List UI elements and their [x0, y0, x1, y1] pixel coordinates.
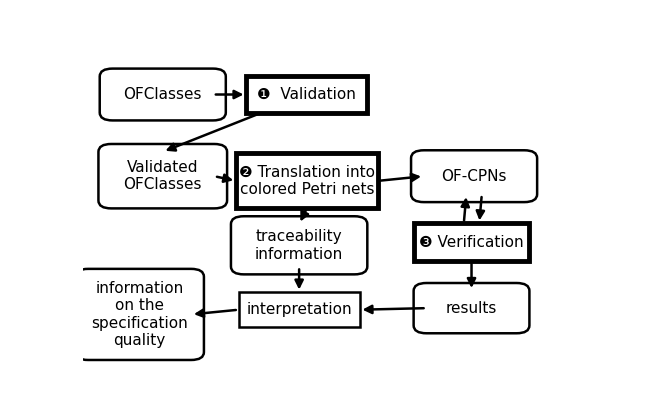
FancyBboxPatch shape [75, 269, 204, 360]
Text: information
on the
specification
quality: information on the specification quality [91, 281, 188, 348]
FancyBboxPatch shape [414, 283, 529, 333]
Bar [236, 153, 378, 208]
Text: OFClasses: OFClasses [124, 87, 202, 102]
FancyBboxPatch shape [411, 150, 537, 202]
Text: Validated
OFClasses: Validated OFClasses [124, 160, 202, 193]
Text: ❸ Verification: ❸ Verification [419, 235, 524, 250]
FancyBboxPatch shape [231, 216, 367, 274]
FancyBboxPatch shape [98, 144, 227, 208]
Text: traceability
information: traceability information [255, 229, 343, 262]
Text: results: results [446, 301, 497, 316]
Bar [246, 76, 367, 113]
FancyBboxPatch shape [100, 69, 226, 120]
Text: ❷ Translation into
colored Petri nets: ❷ Translation into colored Petri nets [239, 165, 375, 197]
Text: ❶  Validation: ❶ Validation [258, 87, 357, 102]
Bar [414, 223, 529, 261]
Bar [238, 293, 360, 327]
Text: OF-CPNs: OF-CPNs [442, 169, 507, 184]
Text: interpretation: interpretation [246, 302, 352, 317]
